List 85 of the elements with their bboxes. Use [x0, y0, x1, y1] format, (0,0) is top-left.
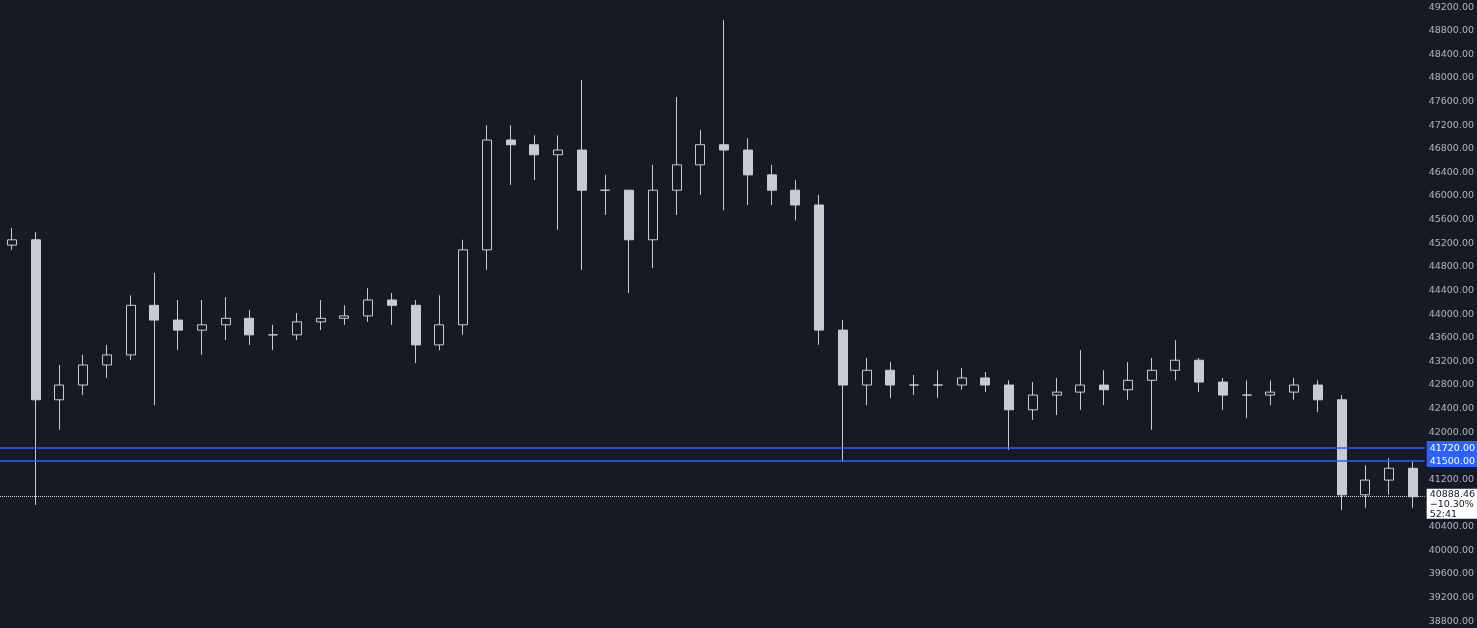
- y-tick-label: 47200.00: [1428, 118, 1475, 130]
- candlestick: [743, 137, 753, 206]
- candlestick: [814, 194, 824, 346]
- ref-line-label: 40888.46: [1429, 488, 1476, 500]
- y-tick-label: 46400.00: [1428, 165, 1475, 177]
- ref-line-label: 41500.00: [1429, 455, 1476, 467]
- y-tick-label: 40400.00: [1428, 520, 1475, 532]
- y-tick-label: 42400.00: [1428, 401, 1475, 413]
- y-tick-label: 47600.00: [1428, 94, 1475, 106]
- candlestick: [1004, 379, 1014, 451]
- candlestick: [1194, 357, 1204, 393]
- candlestick: [1052, 377, 1062, 416]
- y-tick-label: 44800.00: [1428, 260, 1475, 272]
- candlestick: [102, 344, 112, 379]
- y-tick-label: 43600.00: [1428, 331, 1475, 343]
- y-tick-label: 48800.00: [1428, 24, 1475, 36]
- y-tick-label: 41200.00: [1428, 472, 1475, 484]
- candlestick: [173, 299, 183, 351]
- candlestick: [577, 79, 587, 271]
- candlestick: [624, 189, 634, 294]
- y-tick-label: 48000.00: [1428, 71, 1475, 83]
- candlestick: [387, 292, 397, 326]
- candlestick: [78, 354, 88, 396]
- y-tick-label: 44000.00: [1428, 307, 1475, 319]
- y-tick-label: 46800.00: [1428, 142, 1475, 154]
- candlestick: [316, 299, 326, 331]
- y-tick-label: 40000.00: [1428, 543, 1475, 555]
- y-tick-label: 44400.00: [1428, 283, 1475, 295]
- candlestick: [1242, 379, 1252, 419]
- candlestick: [339, 304, 349, 326]
- candlestick: [1099, 369, 1109, 406]
- y-tick-label: 49200.00: [1428, 0, 1475, 12]
- candlestick: [149, 272, 159, 406]
- candlestick: [268, 324, 278, 351]
- candlestick: [909, 374, 919, 396]
- y-tick-label: 45200.00: [1428, 236, 1475, 248]
- y-tick-label: 45600.00: [1428, 213, 1475, 225]
- y-tick-label: 43200.00: [1428, 354, 1475, 366]
- candlestick: [1313, 379, 1323, 413]
- candlestick: [980, 371, 990, 393]
- candlestick: [1075, 349, 1085, 411]
- candlestick: [197, 299, 207, 356]
- candlestick: [506, 124, 516, 186]
- candlestick: [1147, 357, 1157, 431]
- candlestick: [411, 299, 421, 364]
- candlestick: [1123, 361, 1133, 401]
- y-tick-label: 42000.00: [1428, 425, 1475, 437]
- candlestick: [933, 369, 943, 399]
- candlestick: [126, 294, 136, 361]
- text: 52:41: [1429, 508, 1458, 520]
- candlestick: [363, 287, 373, 323]
- candlestick: [672, 96, 682, 216]
- candlestick: [434, 294, 444, 351]
- y-tick-label: 46000.00: [1428, 189, 1475, 201]
- y-tick-label: 38800.00: [1428, 614, 1475, 626]
- candlestick: [482, 124, 492, 271]
- candlestick: [1265, 379, 1275, 406]
- candlestick: [1289, 377, 1299, 401]
- candlestick: [885, 361, 895, 399]
- candlestick: [458, 239, 468, 336]
- candlestick: [719, 19, 729, 211]
- candlestick: [838, 319, 848, 463]
- candlestick: [221, 296, 231, 341]
- candlestick: [7, 227, 17, 251]
- y-tick-label: 39600.00: [1428, 567, 1475, 579]
- candlestick: [244, 309, 254, 346]
- candlestick: [54, 364, 64, 431]
- ref-line-label: 41720.00: [1429, 442, 1476, 454]
- candlestick: [292, 312, 302, 341]
- candlestick: [1170, 339, 1180, 381]
- candlestick: [600, 174, 610, 216]
- candlestick: [767, 164, 777, 206]
- candlestick: [1028, 381, 1038, 421]
- y-tick-label: 39200.00: [1428, 590, 1475, 602]
- y-tick-label: 42800.00: [1428, 378, 1475, 390]
- candlestick: [790, 179, 800, 221]
- text: −10.30%: [1429, 498, 1474, 510]
- candlestick: [862, 357, 872, 406]
- y-tick-label: 48400.00: [1428, 47, 1475, 59]
- candlestick: [695, 129, 705, 196]
- candlestick: [648, 164, 658, 269]
- candlestick: [957, 367, 967, 391]
- candlestick: [529, 134, 539, 181]
- candlestick: [553, 134, 563, 231]
- candlestick: [1218, 377, 1228, 411]
